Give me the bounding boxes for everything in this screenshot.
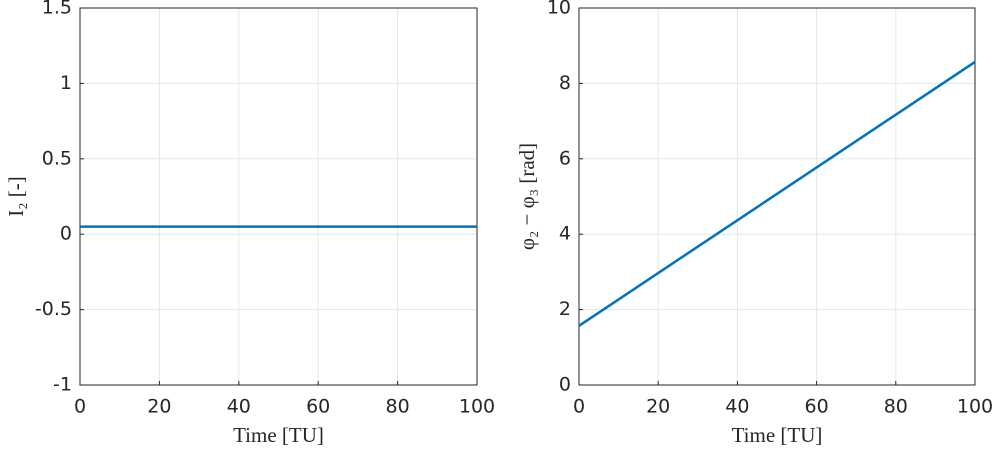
- y-axis-label: I₂ [-]: [4, 176, 28, 217]
- y-axis-label: φ₂ − φ₃ [rad]: [515, 143, 539, 250]
- x-tick-label: 60: [306, 396, 330, 418]
- x-tick-label: 20: [646, 396, 670, 418]
- x-tick-label: 80: [884, 396, 908, 418]
- y-tick-label: -1: [53, 374, 72, 396]
- x-tick-label: 60: [805, 396, 829, 418]
- axes-box: [79, 7, 478, 386]
- y-tick-label: 0: [559, 374, 571, 396]
- x-tick-label: 80: [386, 396, 410, 418]
- x-tick-label: 0: [74, 396, 86, 418]
- y-tick-label: 1: [60, 72, 72, 94]
- y-tick-label: 8: [559, 72, 571, 94]
- plot-area: [80, 8, 477, 385]
- y-tick-label: 1.5: [42, 0, 72, 19]
- x-tick-label: 0: [573, 396, 585, 418]
- x-axis-label: Time [TU]: [233, 423, 324, 447]
- y-tick-label: 0: [60, 223, 72, 245]
- x-tick-label: 40: [227, 396, 251, 418]
- y-tick-label: 10: [547, 0, 571, 19]
- y-tick-label: 2: [559, 298, 571, 320]
- x-tick-label: 20: [147, 396, 171, 418]
- y-tick-label: 6: [559, 147, 571, 169]
- plot-area: [579, 8, 975, 385]
- x-tick-label: 100: [957, 396, 993, 418]
- y-tick-label: 4: [559, 223, 571, 245]
- x-tick-label: 100: [459, 396, 495, 418]
- x-axis-label: Time [TU]: [732, 423, 823, 447]
- y-tick-label: 0.5: [42, 147, 72, 169]
- y-tick-label: -0.5: [35, 298, 72, 320]
- axes-box: [578, 7, 976, 386]
- data-line: [578, 60, 976, 327]
- x-tick-label: 40: [725, 396, 749, 418]
